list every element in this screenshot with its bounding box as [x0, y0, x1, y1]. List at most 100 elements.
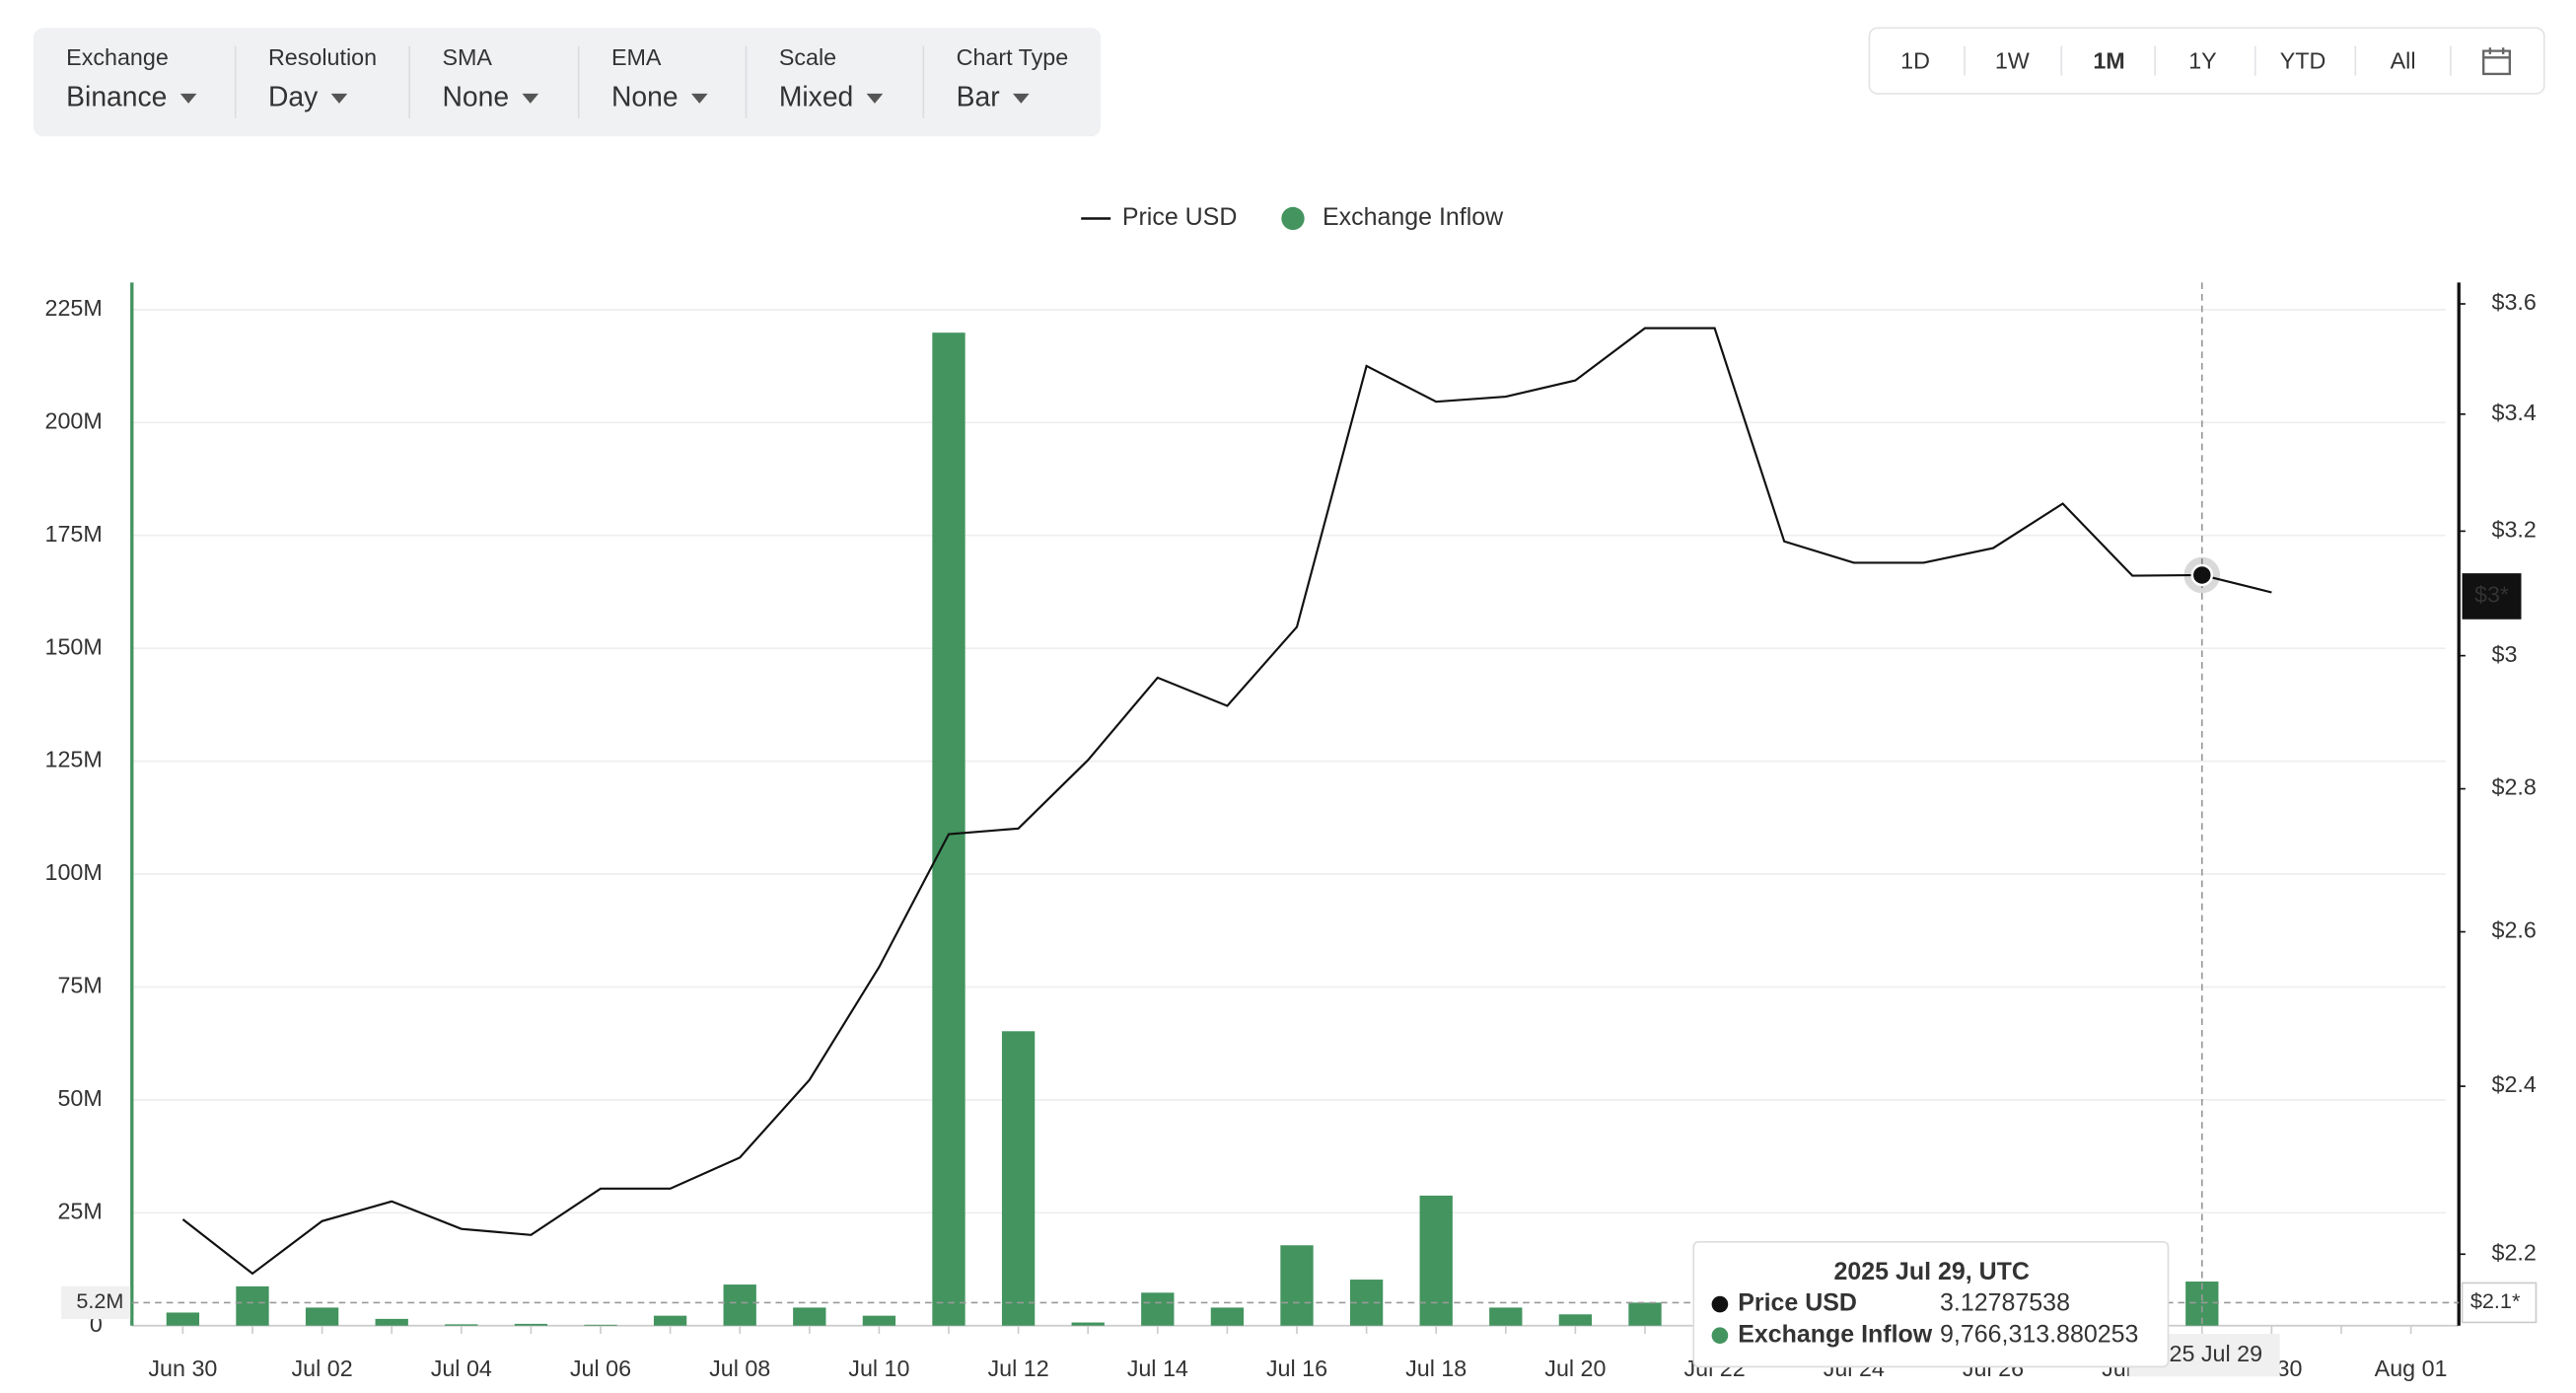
bar — [584, 1324, 617, 1326]
y-tick-label: 200M — [45, 407, 103, 433]
y-tick-label: 50M — [57, 1085, 102, 1111]
y2-tick-label: $2.4 — [2492, 1071, 2537, 1097]
range-button[interactable]: 1W — [1995, 47, 2030, 73]
dropdown-value: Binance — [66, 80, 167, 111]
crosshair-y2-box — [2461, 1282, 2538, 1324]
bar — [1489, 1307, 1523, 1326]
dropdown-caret — [1013, 93, 1030, 104]
tooltip-value: 3.12787538 — [1940, 1289, 2070, 1317]
bar — [932, 332, 966, 1326]
bar — [1558, 1314, 1593, 1326]
dropdown-label: Chart Type — [957, 44, 1069, 70]
dropdown-caret — [179, 93, 197, 104]
x-tick-label: Jul 02 — [292, 1356, 353, 1381]
tooltip-name: Exchange Inflow — [1738, 1320, 1933, 1348]
dropdown[interactable]: Resolution Day — [268, 44, 377, 111]
bar — [514, 1323, 548, 1326]
dropdown[interactable]: Scale Mixed — [779, 44, 884, 111]
range-button[interactable]: 1Y — [2188, 47, 2217, 73]
crosshair-x-label: 25 Jul 29 — [2169, 1341, 2262, 1366]
range-button[interactable]: 1M — [2093, 47, 2124, 73]
bar — [1210, 1307, 1245, 1326]
bar — [1001, 1031, 1036, 1326]
x-tick-label: Jul 14 — [1127, 1356, 1188, 1381]
calendar-icon[interactable] — [2482, 47, 2511, 76]
bar — [236, 1285, 269, 1326]
range-button[interactable]: 1D — [1900, 47, 1930, 73]
dropdown-value: None — [442, 80, 509, 111]
y2-tick-label: $3.2 — [2492, 517, 2537, 543]
bar — [862, 1315, 896, 1326]
bar — [1071, 1322, 1105, 1326]
tooltip-title: 2025 Jul 29, UTC — [1833, 1258, 2029, 1285]
bar — [793, 1307, 826, 1326]
y-tick-label: 225M — [45, 295, 103, 321]
y2-tick-label: $2.8 — [2492, 774, 2537, 800]
y-tick-label: 150M — [45, 633, 103, 659]
dropdown-caret — [866, 93, 884, 104]
y2-tick-label: $3.4 — [2492, 400, 2537, 425]
bar — [1628, 1302, 1662, 1326]
crosshair-y2-label: $2.1* — [2470, 1288, 2521, 1313]
bar — [445, 1324, 478, 1326]
dropdown[interactable]: Exchange Binance — [66, 44, 197, 111]
bar — [305, 1307, 339, 1326]
dropdown[interactable]: Chart Type Bar — [957, 44, 1069, 111]
crosshair-y-label: 5.2M — [76, 1288, 123, 1313]
tooltip-value: 9,766,313.880253 — [1940, 1320, 2138, 1348]
y-tick-label: 100M — [45, 859, 103, 885]
y2-tick-label: $2.2 — [2492, 1239, 2537, 1265]
hover-point — [2190, 563, 2214, 587]
bar — [653, 1315, 687, 1326]
range-button[interactable]: YTD — [2280, 47, 2326, 73]
dropdown-caret — [522, 93, 539, 104]
dropdown-label: EMA — [611, 44, 662, 70]
dropdown-value: Bar — [957, 80, 1000, 111]
dropdown-caret — [330, 93, 348, 104]
legend-label[interactable]: Price USD — [1122, 203, 1238, 231]
tooltip-dot — [1711, 1327, 1729, 1345]
x-tick-label: Aug 01 — [2375, 1356, 2448, 1381]
bar — [375, 1318, 408, 1326]
bar — [723, 1284, 756, 1326]
x-tick-label: Jul 04 — [431, 1356, 492, 1381]
dropdown-label: Resolution — [268, 44, 377, 70]
dropdown-value: None — [611, 80, 679, 111]
legend-label[interactable]: Exchange Inflow — [1323, 203, 1504, 231]
dropdown-value: Mixed — [779, 80, 853, 111]
x-tick-label: Jul 18 — [1405, 1356, 1467, 1381]
legend-dot — [1281, 206, 1305, 231]
y-tick-label: 25M — [57, 1198, 102, 1223]
bar — [1280, 1245, 1314, 1326]
range-button[interactable]: All — [2391, 47, 2416, 73]
crosshair-y-box — [61, 1285, 131, 1320]
dropdown[interactable]: SMA None — [442, 44, 539, 111]
y2-tick-label: $2.6 — [2492, 917, 2537, 943]
dropdown[interactable]: EMA None — [611, 44, 708, 111]
dropdown-caret — [690, 93, 708, 104]
x-tick-label: Jul 08 — [709, 1356, 770, 1381]
y2-tick-label: $3.6 — [2492, 289, 2537, 315]
dropdown-label: Exchange — [66, 44, 169, 70]
tooltip-dot — [1711, 1295, 1729, 1313]
dropdown-label: Scale — [779, 44, 836, 70]
last-price-label: $3* — [2474, 582, 2509, 608]
bar — [1141, 1292, 1175, 1326]
range-bar — [1868, 27, 2545, 95]
y-tick-label: 125M — [45, 747, 103, 772]
y2-tick-label: $3 — [2492, 641, 2518, 667]
y-tick-label: 175M — [45, 521, 103, 547]
y-tick-label: 75M — [57, 973, 102, 998]
x-tick-label: Jul 12 — [988, 1356, 1049, 1381]
tooltip — [1692, 1240, 2170, 1368]
tooltip-name: Price USD — [1738, 1289, 1857, 1317]
x-tick-label: Jul 20 — [1544, 1356, 1606, 1381]
x-tick-label: Jun 30 — [148, 1356, 217, 1381]
x-tick-label: Jul 10 — [848, 1356, 909, 1381]
price-line — [181, 327, 2272, 1276]
last-price-box — [2462, 573, 2522, 620]
x-tick-label: Jul 16 — [1266, 1356, 1327, 1381]
x-tick-label: Jul 06 — [570, 1356, 631, 1381]
toolbar-bg — [33, 28, 1102, 137]
